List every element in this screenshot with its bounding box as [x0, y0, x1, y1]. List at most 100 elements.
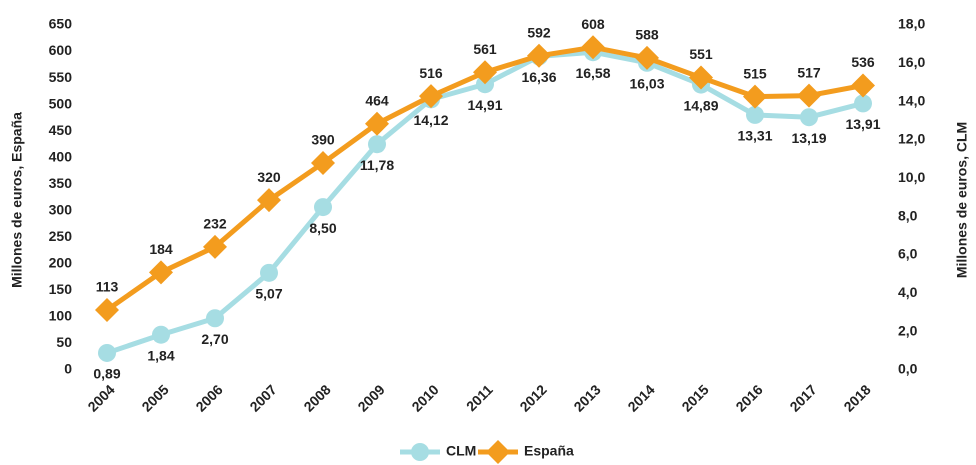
x-tick-label: 2006	[192, 381, 225, 414]
point-marker	[314, 198, 332, 217]
y-tick-label: 100	[49, 308, 73, 324]
data-label: 113	[96, 279, 119, 295]
y2-tick-label: 16,0	[898, 54, 925, 70]
data-label: 320	[257, 169, 281, 185]
data-label: 16,58	[575, 65, 610, 81]
y2-tick-label: 12,0	[898, 131, 925, 147]
legend-marker	[411, 443, 429, 461]
data-label: 0,89	[93, 366, 120, 382]
y-tick-label: 650	[49, 16, 73, 32]
x-tick-label: 2005	[138, 381, 171, 414]
data-label: 551	[689, 46, 713, 62]
data-label: 184	[149, 241, 173, 257]
x-tick-label: 2010	[408, 381, 441, 414]
x-tick-label: 2007	[246, 381, 279, 414]
point-marker	[473, 60, 497, 85]
point-marker	[854, 94, 872, 113]
x-tick-label: 2009	[354, 381, 387, 414]
y-tick-label: 0	[64, 361, 72, 377]
y2-tick-label: 0,0	[898, 361, 918, 377]
x-tick-label: 2012	[516, 381, 549, 414]
data-label: 14,12	[413, 112, 448, 128]
point-marker	[365, 111, 389, 136]
x-tick-label: 2016	[732, 381, 765, 414]
y-tick-label: 300	[49, 201, 73, 217]
legend-marker	[486, 440, 510, 464]
point-marker	[203, 234, 227, 259]
point-marker	[800, 108, 818, 127]
point-marker	[149, 260, 173, 285]
point-marker	[257, 188, 281, 213]
data-label: 16,36	[521, 69, 556, 85]
y2-tick-label: 10,0	[898, 169, 925, 185]
y2-tick-label: 18,0	[898, 16, 925, 32]
data-label: 536	[851, 54, 875, 70]
y-tick-label: 50	[56, 334, 72, 350]
y-tick-label: 450	[49, 122, 73, 138]
x-tick-label: 2008	[300, 381, 333, 414]
data-label: 517	[797, 64, 821, 80]
x-tick-label: 2017	[786, 381, 819, 414]
point-marker	[797, 83, 821, 108]
data-label: 14,91	[467, 97, 502, 113]
x-tick-label: 2018	[840, 381, 873, 414]
data-label: 515	[743, 65, 767, 81]
data-label: 592	[527, 24, 551, 40]
point-marker	[746, 105, 764, 124]
y-tick-label: 250	[49, 228, 73, 244]
data-label: 608	[581, 16, 605, 32]
data-label: 1,84	[147, 347, 174, 363]
point-marker	[98, 343, 116, 362]
x-tick-label: 2014	[624, 381, 657, 414]
data-label: 11,78	[360, 157, 394, 173]
point-marker	[368, 135, 386, 154]
y2-tick-label: 6,0	[898, 246, 918, 262]
y-tick-label: 200	[49, 255, 73, 271]
point-marker	[851, 73, 875, 98]
data-label: 2,70	[201, 331, 228, 347]
x-tick-label: 2011	[463, 381, 496, 414]
point-marker	[743, 84, 767, 109]
data-label: 5,07	[255, 286, 282, 302]
point-marker	[311, 151, 335, 175]
y2-tick-label: 4,0	[898, 284, 918, 300]
point-marker	[527, 43, 551, 68]
y2-tick-label: 2,0	[898, 322, 918, 338]
data-label: 588	[635, 27, 659, 43]
point-marker	[206, 309, 224, 328]
y-tick-label: 500	[49, 95, 73, 111]
x-tick-label: 2015	[678, 381, 711, 414]
data-label: 13,31	[737, 128, 772, 144]
point-marker	[581, 35, 605, 60]
y-axis-title: Millones de euros, España	[9, 112, 25, 288]
x-tick-label: 2004	[84, 381, 117, 414]
data-label: 14,89	[683, 97, 718, 113]
y-tick-label: 400	[49, 148, 73, 164]
legend-label: España	[524, 443, 574, 459]
point-marker	[635, 45, 659, 70]
y2-tick-label: 8,0	[898, 207, 918, 223]
data-label: 390	[311, 132, 335, 148]
y-tick-label: 600	[49, 42, 73, 58]
data-label: 464	[365, 92, 389, 108]
y-tick-label: 550	[49, 69, 73, 85]
y2-axis-title: Millones de euros, CLM	[954, 122, 970, 278]
legend-label: CLM	[446, 443, 476, 459]
data-label: 13,19	[791, 130, 826, 146]
x-tick-label: 2013	[570, 381, 603, 414]
y2-tick-label: 14,0	[898, 92, 925, 108]
data-label: 232	[203, 216, 227, 232]
point-marker	[689, 65, 713, 90]
point-marker	[95, 298, 119, 323]
y-tick-label: 350	[49, 175, 73, 191]
data-label: 16,03	[629, 75, 664, 91]
data-label: 8,50	[309, 220, 336, 236]
data-label: 516	[419, 65, 443, 81]
data-label: 13,91	[845, 116, 880, 132]
data-label: 561	[473, 41, 497, 57]
point-marker	[152, 325, 170, 344]
point-marker	[260, 263, 278, 282]
y-tick-label: 150	[49, 281, 73, 297]
point-marker	[419, 84, 443, 109]
